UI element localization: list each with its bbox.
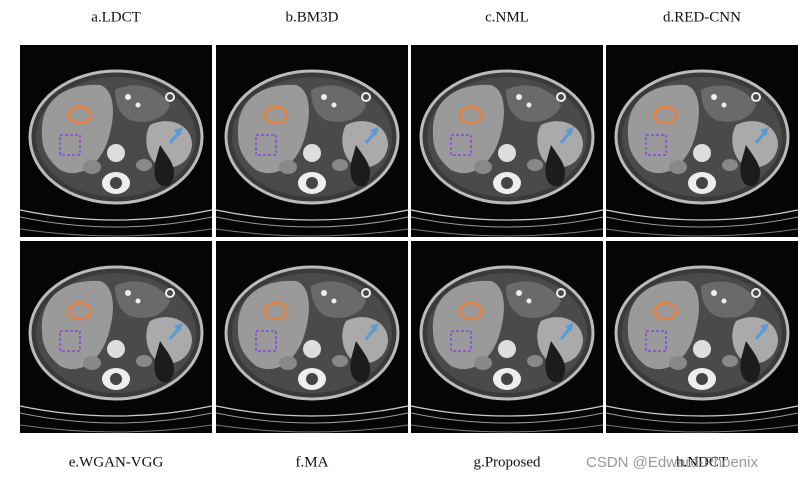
ct-image bbox=[18, 43, 214, 239]
panel-label: e.WGAN-VGG bbox=[69, 454, 164, 470]
ct-image bbox=[604, 43, 800, 239]
panel-label: h.NDCT bbox=[676, 454, 728, 470]
panel-label: d.RED-CNN bbox=[663, 9, 741, 25]
panel-label: c.NML bbox=[485, 9, 529, 25]
panel-label: b.BM3D bbox=[286, 9, 339, 25]
panel-label: g.Proposed bbox=[473, 454, 541, 470]
watermark: CSDN @Edward-Phoenix bbox=[586, 454, 758, 471]
panel-label: a.LDCT bbox=[91, 9, 141, 25]
ct-image bbox=[604, 239, 800, 435]
ct-image bbox=[214, 43, 410, 239]
ct-image bbox=[18, 239, 214, 435]
panel-label: f.MA bbox=[296, 454, 329, 470]
ct-image bbox=[409, 239, 605, 435]
ct-image bbox=[214, 239, 410, 435]
ct-image bbox=[409, 43, 605, 239]
